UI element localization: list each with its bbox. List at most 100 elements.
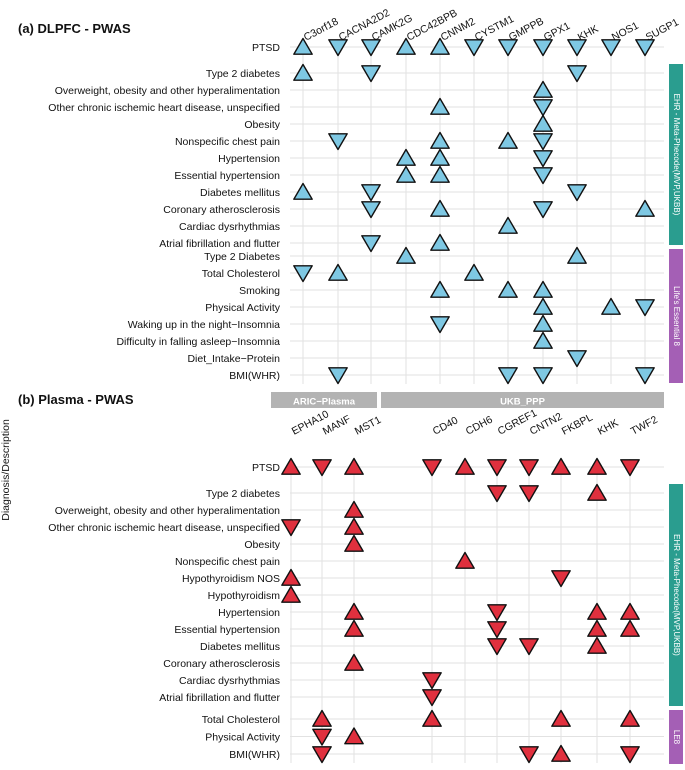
panel-a-row-label-17: Diet_Intake−Protein xyxy=(187,353,280,365)
panel-b-row-label-8: Essential hypertension xyxy=(174,624,280,636)
panel-b-row-label-7: Hypertension xyxy=(218,607,280,619)
panel-b-ptsd-marker-KHK xyxy=(587,457,607,475)
panel-b-marker-7-MST1 xyxy=(344,602,364,620)
panel-a-marker-8-CNNM2 xyxy=(430,199,450,217)
panel-b-row-label-5: Hypothyroidism NOS xyxy=(182,573,280,585)
panel-b-marker-2-EPHA10 xyxy=(281,519,301,537)
panel-b-marker-8-CGREF1 xyxy=(487,621,507,639)
panel-b-marker-8-TWF2 xyxy=(620,619,640,637)
panel-a-marker-2-GPX1 xyxy=(533,99,553,117)
panel-a-marker-17-KHK xyxy=(567,350,587,368)
panel-a-row-label-2: Other chronic ischemic heart disease, un… xyxy=(48,102,280,114)
panel-b-ptsd-marker-CNTN2 xyxy=(519,459,539,477)
panel-b-ptsd-marker-MST1 xyxy=(344,457,364,475)
panel-a-marker-4-GMPPB xyxy=(498,131,518,149)
panel-b-ptsd-marker-MANF xyxy=(312,459,332,477)
panel-b-marker-7-KHK xyxy=(587,602,607,620)
panel-a-row-label-15: Waking up in the night−Insomnia xyxy=(128,319,280,331)
panel-a-marker-5-CDC42BPB xyxy=(396,148,416,166)
panel-a-ptsd-marker-NOS1 xyxy=(601,39,621,57)
panel-a-section-strip-0 xyxy=(669,64,683,245)
panel-b-marker-14-MANF xyxy=(312,728,332,746)
panel-b-row-label-13: Total Cholesterol xyxy=(202,714,280,726)
panel-b-marker-13-CD40 xyxy=(422,709,442,727)
panel-a-marker-15-GPX1 xyxy=(533,314,553,332)
panel-b-group-strip-0 xyxy=(271,392,377,408)
panel-a-section-strip-1 xyxy=(669,249,683,383)
panel-a-row-label-0: Type 2 diabetes xyxy=(206,68,280,80)
panel-a-marker-18-GPX1 xyxy=(533,367,553,385)
panel-b-marker-9-KHK xyxy=(587,636,607,654)
panel-b-marker-14-MST1 xyxy=(344,727,364,745)
panel-a-row-label-3: Obesity xyxy=(244,119,280,131)
panel-b-row-label-4: Nonspecific chest pain xyxy=(175,556,280,568)
panel-b-gene-label-MST1: MST1 xyxy=(353,414,384,438)
panel-a-row-label-7: Diabetes mellitus xyxy=(200,187,280,199)
panel-a-marker-3-GPX1 xyxy=(533,114,553,132)
panel-a-ptsd-marker-CNNM2 xyxy=(430,37,450,55)
panel-a-marker-12-CYSTM1 xyxy=(464,263,484,281)
panel-a-marker-13-GMPPB xyxy=(498,280,518,298)
panel-b-gene-label-CDH6: CDH6 xyxy=(464,414,495,438)
panel-a-marker-7-C3orf18 xyxy=(293,182,313,200)
panel-b-row-label-12: Atrial fibrillation and flutter xyxy=(159,692,280,704)
panel-a-title: (a) DLPFC - PWAS xyxy=(18,21,131,36)
panel-b-marker-8-MST1 xyxy=(344,619,364,637)
panel-a-marker-13-CNNM2 xyxy=(430,280,450,298)
panel-b-marker-9-CNTN2 xyxy=(519,638,539,656)
panel-a-row-label-12: Total Cholesterol xyxy=(202,268,280,280)
panel-b-marker-2-MST1 xyxy=(344,517,364,535)
panel-a-marker-2-CNNM2 xyxy=(430,97,450,115)
panel-b-row-label-2: Other chronic ischemic heart disease, un… xyxy=(48,522,280,534)
panel-b-ptsd-marker-CGREF1 xyxy=(487,459,507,477)
panel-a-marker-15-CNNM2 xyxy=(430,316,450,334)
panel-a-row-label-10: Atrial fibrillation and flutter xyxy=(159,238,280,250)
panel-a-marker-0-C3orf18 xyxy=(293,63,313,81)
panel-b-row-label-ptsd: PTSD xyxy=(252,462,280,474)
panel-b-marker-4-CDH6 xyxy=(455,551,475,569)
panel-b-row-label-0: Type 2 diabetes xyxy=(206,488,280,500)
panel-a-marker-18-CACNA2D2 xyxy=(328,367,348,385)
panel-b-marker-13-FKBPL xyxy=(551,709,571,727)
panel-b-marker-6-EPHA10 xyxy=(281,585,301,603)
panel-a-marker-5-GPX1 xyxy=(533,150,553,168)
panel-a-marker-12-C3orf18 xyxy=(293,265,313,283)
panel-a-ptsd-marker-C3orf18 xyxy=(293,37,313,55)
panel-b-group-strip-1 xyxy=(381,392,664,408)
panel-b-marker-15-MANF xyxy=(312,746,332,764)
panel-a-marker-14-SUGP1 xyxy=(635,299,655,317)
panel-a-marker-16-GPX1 xyxy=(533,331,553,349)
panel-a-row-label-ptsd: PTSD xyxy=(252,42,280,54)
panel-a-marker-9-GMPPB xyxy=(498,216,518,234)
panel-b-ptsd-marker-FKBPL xyxy=(551,457,571,475)
panel-a-ptsd-marker-GMPPB xyxy=(498,39,518,57)
panel-a-marker-6-GPX1 xyxy=(533,167,553,185)
panel-a-section-label-0: EHR - Meta-Phecode(MVP,UKBB) xyxy=(672,94,681,216)
panel-a-marker-7-KHK xyxy=(567,184,587,202)
panel-a-marker-4-CACNA2D2 xyxy=(328,133,348,151)
panel-b-marker-7-TWF2 xyxy=(620,602,640,620)
panel-a-row-label-11: Type 2 Diabetes xyxy=(204,251,280,263)
panel-a-marker-1-GPX1 xyxy=(533,80,553,98)
panel-b-section-strip-0 xyxy=(669,484,683,706)
panel-b-marker-9-CGREF1 xyxy=(487,638,507,656)
panel-b-marker-11-CD40 xyxy=(422,672,442,690)
panel-a-marker-18-SUGP1 xyxy=(635,367,655,385)
panel-a-ptsd-marker-CYSTM1 xyxy=(464,39,484,57)
panel-b-marker-5-FKBPL xyxy=(551,570,571,588)
panel-a-marker-6-CNNM2 xyxy=(430,165,450,183)
panel-b-group-label-0: ARIC−Plasma xyxy=(293,397,356,408)
panel-a-ptsd-marker-CACNA2D2 xyxy=(328,39,348,57)
panel-b-row-label-10: Coronary atherosclerosis xyxy=(163,658,280,670)
panel-b-row-label-9: Diabetes mellitus xyxy=(200,641,280,653)
panel-b-group-label-1: UKB_PPP xyxy=(500,397,546,408)
panel-b-ptsd-marker-CDH6 xyxy=(455,457,475,475)
panel-a-ptsd-marker-GPX1 xyxy=(533,39,553,57)
panel-b-marker-0-KHK xyxy=(587,483,607,501)
panel-a-marker-14-NOS1 xyxy=(601,297,621,315)
panel-a-marker-4-GPX1 xyxy=(533,133,553,151)
panel-b-ptsd-marker-CD40 xyxy=(422,459,442,477)
panel-b-marker-0-CNTN2 xyxy=(519,485,539,503)
panel-b-marker-10-MST1 xyxy=(344,653,364,671)
panel-a-ptsd-marker-KHK xyxy=(567,39,587,57)
